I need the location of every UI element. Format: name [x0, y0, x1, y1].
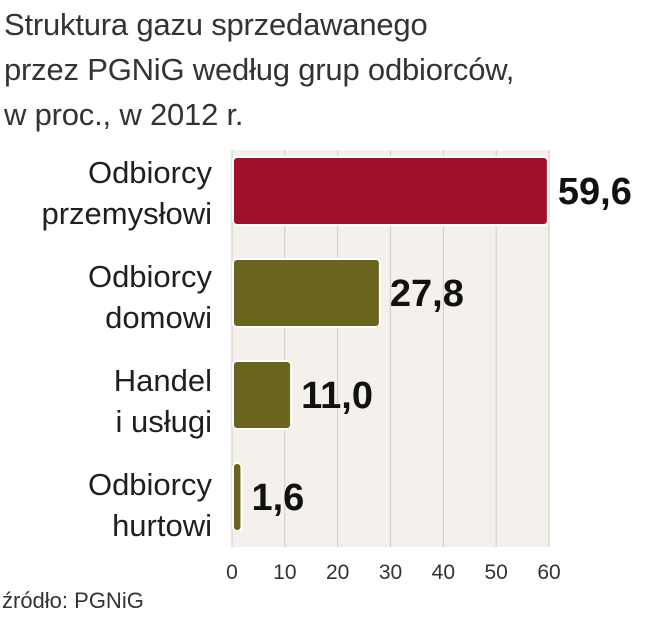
- category-label-line: Odbiorcy: [87, 467, 212, 502]
- category-label-line: Odbiorcy: [87, 155, 212, 190]
- category-label-line: i usługi: [115, 404, 213, 439]
- category-label-industrial: Odbiorcy przemysłowi: [0, 152, 212, 234]
- category-label-line: domowi: [105, 300, 212, 335]
- category-label-households: Odbiorcy domowi: [0, 256, 212, 338]
- value-label: 27,8: [390, 273, 464, 315]
- title-line: Struktura gazu sprzedawanego: [4, 7, 428, 42]
- value-label: 11,0: [301, 375, 373, 417]
- title-line: w proc., w 2012 r.: [4, 97, 244, 132]
- category-label-line: Handel: [113, 363, 212, 398]
- bar: [232, 258, 381, 328]
- bar: [232, 360, 293, 430]
- category-label-line: przemysłowi: [41, 196, 212, 231]
- chart-title: Struktura gazu sprzedawanego przez PGNiG…: [4, 2, 644, 137]
- category-label-line: Odbiorcy: [87, 259, 212, 294]
- x-tick-label: 30: [379, 561, 402, 584]
- source-note: źródło: PGNiG: [2, 588, 144, 613]
- bar: [232, 462, 243, 532]
- x-axis-ticks: 0 10 20 30 40 50 60: [226, 561, 561, 584]
- x-tick-label: 60: [537, 561, 560, 584]
- title-line: przez PGNiG według grup odbiorców,: [4, 52, 515, 87]
- x-tick-label: 40: [432, 561, 455, 584]
- x-tick-label: 20: [326, 561, 349, 584]
- category-label-line: hurtowi: [112, 508, 212, 543]
- value-labels: 59,6 27,8 11,0 1,6: [251, 171, 631, 519]
- category-label-trade: Handel i usługi: [0, 360, 212, 442]
- x-tick-label: 10: [273, 561, 296, 584]
- category-label-wholesale: Odbiorcy hurtowi: [0, 464, 212, 546]
- value-label: 1,6: [251, 477, 304, 519]
- x-tick-label: 50: [484, 561, 507, 584]
- x-tick-label: 0: [226, 561, 238, 584]
- bar: [232, 156, 549, 226]
- value-label: 59,6: [558, 171, 632, 213]
- bars: [232, 156, 549, 532]
